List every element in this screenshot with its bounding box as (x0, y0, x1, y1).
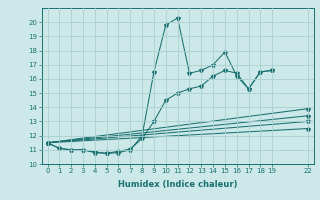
X-axis label: Humidex (Indice chaleur): Humidex (Indice chaleur) (118, 180, 237, 189)
